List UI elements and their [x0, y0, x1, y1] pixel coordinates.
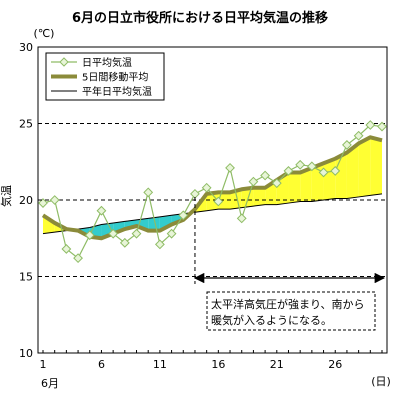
legend-label: 日平均気温 [82, 56, 132, 69]
daily-mean-marker [236, 213, 247, 224]
daily-mean-marker [318, 167, 329, 178]
daily-mean-marker [49, 195, 60, 205]
above-normal-fill [370, 137, 382, 196]
annotation-box [206, 291, 376, 331]
daily-mean-marker [190, 188, 200, 199]
daily-mean-marker [73, 253, 83, 264]
series-normal-line [42, 193, 383, 235]
annotation-text-line2: 暖気が入るようになる。 [211, 313, 332, 327]
daily-mean-marker [108, 228, 119, 239]
daily-mean-marker [342, 140, 352, 150]
y-tick-label: 15 [19, 271, 33, 284]
daily-mean-marker [201, 182, 212, 193]
x-tick-label: 21 [270, 358, 284, 371]
x-tick-label: 6 [98, 358, 105, 371]
daily-mean-marker [131, 228, 142, 239]
daily-mean-marker [154, 239, 165, 250]
daily-mean-marker [295, 159, 306, 170]
x-axis-unit: (日) [371, 375, 391, 388]
below-normal-fill [159, 215, 172, 231]
daily-mean-marker [260, 170, 271, 181]
daily-mean-marker [178, 210, 189, 221]
above-normal-fill [300, 167, 312, 202]
y-axis-unit: (℃) [34, 27, 55, 40]
x-tick-label: 16 [211, 358, 225, 371]
daily-mean-marker [213, 196, 224, 207]
series-moving-average-line [41, 135, 383, 241]
x-tick-label: 1 [40, 358, 47, 371]
y-tick-label: 25 [19, 118, 33, 131]
chart-title: 6月の日立市役所における日平均気温の推移 [72, 10, 328, 26]
daily-mean-marker [119, 237, 130, 248]
daily-mean-marker [61, 244, 72, 254]
annotation-text-line1: 太平洋高気圧が強まり、南から [211, 297, 365, 311]
x-tick-label: 26 [328, 358, 342, 371]
daily-mean-marker [166, 228, 177, 239]
y-tick-label: 20 [19, 194, 33, 207]
x-axis-month-label: 6月 [41, 377, 59, 390]
daily-mean-marker [248, 176, 259, 187]
daily-mean-marker [377, 121, 387, 132]
below-normal-fill [148, 216, 160, 231]
daily-mean-marker [84, 230, 95, 241]
daily-mean-marker [143, 187, 154, 198]
legend-label: 平年日平均気温 [82, 85, 152, 98]
y-tick-label: 30 [19, 41, 33, 54]
daily-mean-marker [225, 162, 235, 173]
above-normal-fill [346, 143, 359, 199]
daily-mean-marker [283, 166, 294, 176]
daily-mean-marker [365, 120, 376, 130]
above-normal-fill [218, 192, 231, 210]
above-normal-fill [43, 215, 55, 234]
daily-mean-marker [96, 205, 107, 216]
daily-mean-marker [306, 161, 317, 172]
daily-mean-marker [330, 166, 341, 176]
above-normal-fill [253, 187, 266, 207]
legend-label: 5日間移動平均 [82, 71, 148, 84]
legend-marker-daily-mean [59, 57, 69, 67]
y-axis-label: 気温 [0, 185, 13, 207]
above-normal-fill [358, 137, 371, 197]
above-normal-fill [323, 158, 336, 200]
daily-mean-marker [38, 198, 48, 208]
x-tick-label: 11 [153, 358, 167, 371]
above-normal-fill [288, 172, 301, 204]
above-normal-fill [206, 192, 219, 211]
daily-mean-marker [271, 178, 282, 189]
y-tick-label: 10 [19, 347, 33, 360]
daily-mean-marker [353, 130, 364, 141]
